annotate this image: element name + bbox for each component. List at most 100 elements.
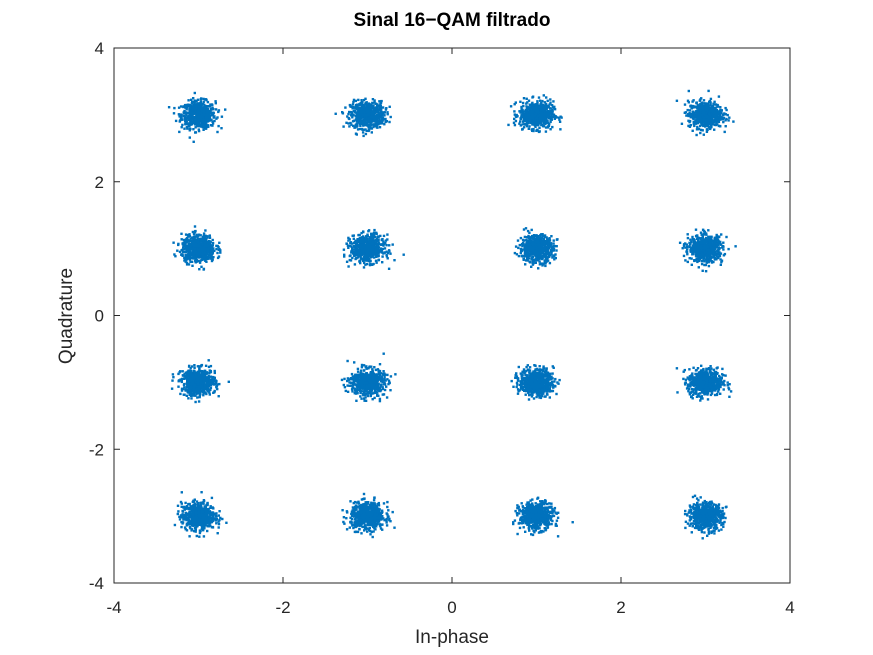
scatter-point (694, 254, 698, 257)
scatter-point (207, 239, 210, 243)
scatter-point (197, 104, 200, 107)
scatter-point (702, 258, 705, 262)
scatter-point (192, 233, 196, 236)
scatter-point (538, 116, 541, 119)
scatter-point (717, 252, 720, 255)
scatter-point (371, 245, 375, 248)
scatter-point (701, 233, 704, 236)
scatter-point (723, 252, 727, 256)
scatter-point (707, 114, 710, 117)
scatter-point (717, 239, 720, 243)
scatter-point (535, 123, 538, 126)
scatter-point (372, 116, 376, 119)
scatter-point (555, 245, 558, 248)
scatter-point (197, 260, 200, 263)
scatter-point (199, 100, 202, 103)
scatter-point (541, 110, 544, 114)
scatter-point (383, 111, 386, 114)
scatter-point (527, 127, 530, 130)
scatter-point (527, 254, 531, 258)
scatter-point (192, 236, 196, 239)
scatter-point (384, 239, 388, 242)
scatter-point (686, 108, 689, 112)
scatter-point (699, 124, 702, 128)
scatter-point (702, 106, 705, 109)
scatter-point (548, 255, 551, 259)
scatter-point (365, 111, 368, 114)
scatter-point (184, 243, 187, 246)
scatter-point (709, 97, 713, 101)
scatter-point (543, 243, 546, 246)
scatter-point (363, 261, 366, 265)
scatter-point (708, 250, 711, 254)
scatter-point (688, 111, 691, 115)
scatter-point (193, 240, 196, 243)
scatter-point (192, 108, 195, 111)
constellation-cluster-3 (507, 94, 563, 134)
scatter-point (706, 241, 709, 244)
scatter-point (217, 109, 221, 112)
scatter-point (527, 252, 530, 255)
scatter-point (361, 104, 365, 107)
scatter-point (713, 113, 716, 116)
scatter-point (203, 241, 206, 244)
scatter-point (540, 123, 543, 127)
scatter-point (526, 253, 529, 256)
scatter-point (705, 112, 708, 115)
scatter-point (368, 257, 371, 261)
scatter-point (692, 249, 696, 252)
scatter-point (194, 131, 197, 134)
scatter-point (535, 247, 538, 250)
scatter-point (197, 121, 201, 124)
scatter-point (689, 238, 692, 241)
scatter-point (358, 112, 361, 116)
scatter-point (181, 123, 184, 127)
scatter-point (541, 106, 545, 109)
scatter-point (374, 242, 378, 246)
scatter-point (200, 125, 204, 128)
scatter-point (208, 117, 212, 120)
scatter-point (370, 112, 374, 116)
scatter-point (196, 236, 199, 239)
scatter-point (352, 241, 356, 244)
scatter-point (549, 254, 552, 257)
scatter-point (386, 238, 389, 241)
scatter-point (548, 239, 552, 242)
scatter-point (188, 136, 191, 139)
scatter-point (351, 116, 354, 119)
scatter-point (543, 120, 547, 123)
scatter-point (701, 238, 704, 241)
scatter-point (218, 241, 221, 244)
scatter-point (178, 371, 181, 374)
scatter-point (349, 241, 353, 244)
scatter-point (199, 251, 202, 254)
scatter-point (199, 112, 203, 115)
scatter-point (723, 130, 726, 134)
scatter-point (518, 122, 521, 125)
scatter-point (216, 244, 219, 248)
scatter-point (536, 248, 540, 251)
scatter-point (721, 113, 725, 116)
scatter-point (534, 125, 537, 128)
scatter-point (360, 253, 364, 256)
scatter-point (545, 236, 548, 239)
scatter-point (534, 119, 537, 123)
scatter-point (717, 255, 720, 258)
scatter-point (368, 104, 371, 107)
scatter-point (374, 111, 377, 114)
scatter-point (724, 125, 727, 128)
scatter-point (700, 242, 704, 245)
scatter-point (181, 254, 184, 257)
scatter-point (198, 261, 202, 264)
scatter-point (523, 110, 526, 113)
scatter-point (687, 89, 690, 93)
scatter-point (208, 234, 211, 237)
scatter-point (707, 260, 710, 264)
scatter-point (208, 236, 212, 239)
scatter-point (726, 113, 729, 117)
scatter-point (195, 99, 198, 102)
scatter-point (366, 259, 369, 262)
scatter-point (537, 130, 541, 134)
scatter-point (691, 114, 694, 118)
scatter-point (541, 234, 545, 237)
